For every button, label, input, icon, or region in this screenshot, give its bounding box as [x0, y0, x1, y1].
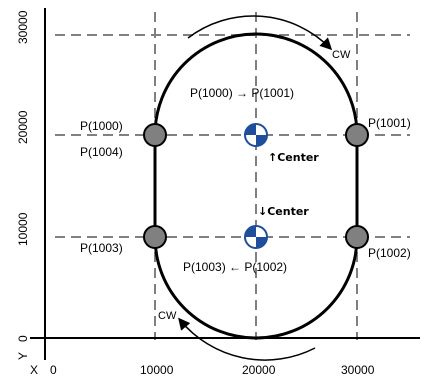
- x-axis-name: X: [30, 363, 38, 377]
- track-path: [153, 32, 359, 340]
- taught-points: [143, 123, 369, 249]
- center-symbol-upper: [244, 123, 268, 147]
- axes: [30, 8, 420, 360]
- point-p1000: [143, 123, 167, 147]
- label-p1003: P(1003): [80, 241, 123, 255]
- center-label-upper: ↑Center: [268, 151, 319, 164]
- point-p1002: [345, 225, 369, 249]
- upper-arc: [153, 32, 359, 136]
- x-tick-20000: 20000: [242, 363, 276, 377]
- x-tick-0: 0: [50, 363, 57, 377]
- cw-arrow-bottom: [178, 317, 316, 361]
- label-p1001: P(1001): [368, 116, 411, 130]
- x-tick-10000: 10000: [140, 363, 174, 377]
- cw-label-top: CW: [332, 49, 351, 61]
- y-tick-30000: 30000: [16, 10, 30, 44]
- y-tick-10000: 10000: [16, 212, 30, 246]
- transition-top: P(1000) → P(1001): [190, 86, 294, 100]
- y-axis-name: Y: [16, 352, 30, 360]
- point-p1001: [345, 123, 369, 147]
- point-p1003: [143, 225, 167, 249]
- transition-bottom: P(1003) ← P(1002): [183, 260, 287, 274]
- cw-label-bottom: CW: [158, 310, 177, 322]
- label-p1004: P(1004): [80, 145, 123, 159]
- label-p1000: P(1000): [80, 119, 123, 133]
- y-tick-20000: 20000: [16, 110, 30, 144]
- y-tick-0: 0: [16, 335, 30, 342]
- x-tick-30000: 30000: [341, 363, 375, 377]
- center-label-lower: ↓Center: [258, 205, 309, 218]
- center-symbol-lower: [244, 225, 268, 249]
- label-p1002: P(1002): [368, 246, 411, 260]
- lower-arc: [153, 236, 359, 340]
- cw-arrow-top: [187, 15, 333, 51]
